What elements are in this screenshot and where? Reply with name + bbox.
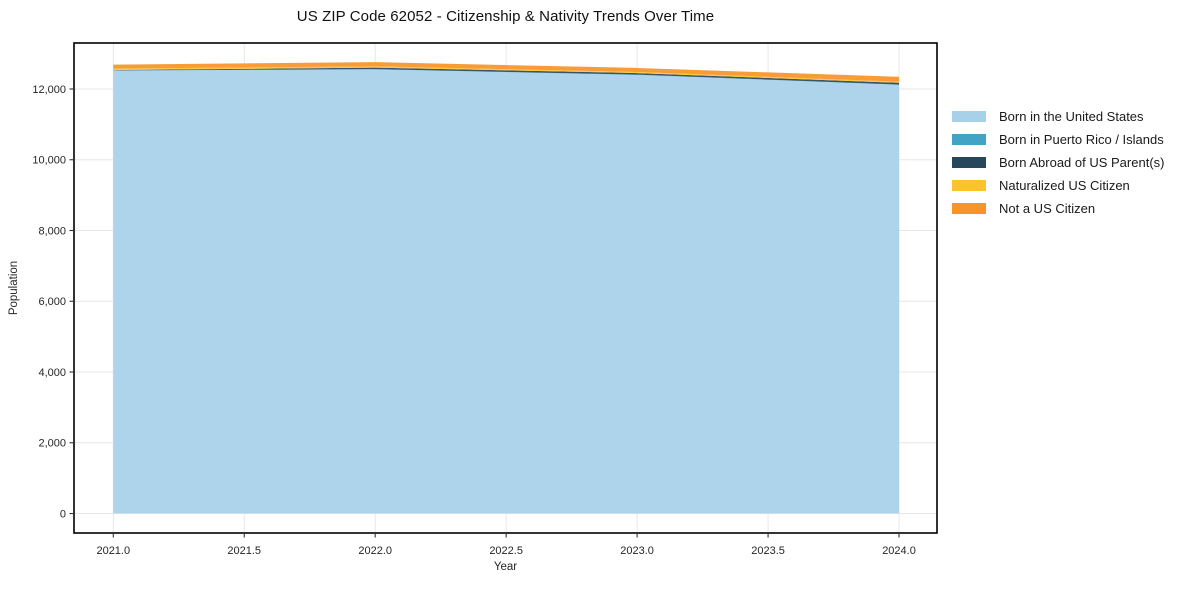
x-axis-label: Year	[493, 561, 518, 573]
x-tick-label: 2023.5	[751, 545, 785, 557]
y-tick-label: 12,000	[32, 84, 66, 96]
x-tick-label: 2021.5	[227, 545, 261, 557]
y-axis-label: Population	[8, 260, 20, 316]
legend-swatch-not-citizen	[952, 203, 986, 214]
legend-label: Not a US Citizen	[999, 201, 1096, 216]
area-series-2	[113, 67, 900, 85]
y-tick-label: 4,000	[38, 367, 66, 379]
legend-swatch-born-abroad	[952, 157, 986, 168]
legend-swatch-born-in-us	[952, 111, 986, 122]
legend-item: Naturalized US Citizen	[952, 174, 1164, 197]
plot-frame	[73, 42, 938, 534]
chart-title: US ZIP Code 62052 - Citizenship & Nativi…	[296, 8, 715, 25]
x-tick-label: 2024.0	[882, 545, 916, 557]
legend-item: Born in Puerto Rico / Islands	[952, 128, 1164, 151]
area-series-0	[113, 69, 900, 514]
legend-label: Naturalized US Citizen	[999, 178, 1130, 193]
legend-item: Not a US Citizen	[952, 197, 1164, 220]
legend: Born in the United States Born in Puerto…	[952, 105, 1164, 220]
x-tick-label: 2023.0	[620, 545, 654, 557]
y-tick-label: 6,000	[38, 296, 66, 308]
x-tick-label: 2021.0	[96, 545, 130, 557]
legend-label: Born Abroad of US Parent(s)	[999, 155, 1165, 170]
y-tick-label: 0	[60, 508, 66, 520]
area-series-4	[113, 62, 900, 82]
x-tick-label: 2022.0	[358, 545, 392, 557]
legend-swatch-naturalized	[952, 180, 986, 191]
legend-item: Born in the United States	[952, 105, 1164, 128]
x-tick-label: 2022.5	[489, 545, 523, 557]
y-tick-label: 2,000	[38, 438, 66, 450]
legend-label: Born in the United States	[999, 109, 1144, 124]
y-tick-label: 8,000	[38, 225, 66, 237]
legend-item: Born Abroad of US Parent(s)	[952, 151, 1164, 174]
area-series-3	[113, 66, 900, 83]
legend-swatch-born-puerto-rico	[952, 134, 986, 145]
y-tick-label: 10,000	[32, 155, 66, 167]
legend-label: Born in Puerto Rico / Islands	[999, 132, 1164, 147]
